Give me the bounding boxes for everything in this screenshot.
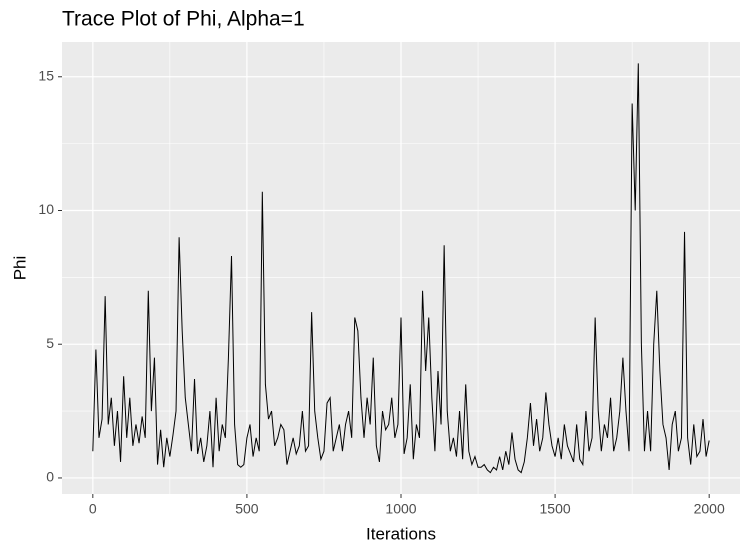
x-axis-label: Iterations <box>366 524 436 543</box>
x-tick-label: 2000 <box>694 501 725 517</box>
x-tick-label: 1500 <box>540 501 571 517</box>
y-tick-label: 5 <box>46 335 54 351</box>
chart-title: Trace Plot of Phi, Alpha=1 <box>62 8 305 31</box>
trace-line <box>92 63 710 474</box>
y-tick-label: 10 <box>38 201 54 217</box>
y-axis-label: Phi <box>10 256 29 281</box>
y-tick-label: 15 <box>38 67 54 83</box>
y-tick-label: 0 <box>46 469 54 485</box>
x-tick-label: 1000 <box>385 501 416 517</box>
x-tick-label: 0 <box>89 501 97 517</box>
x-tick-label: 500 <box>235 501 259 517</box>
